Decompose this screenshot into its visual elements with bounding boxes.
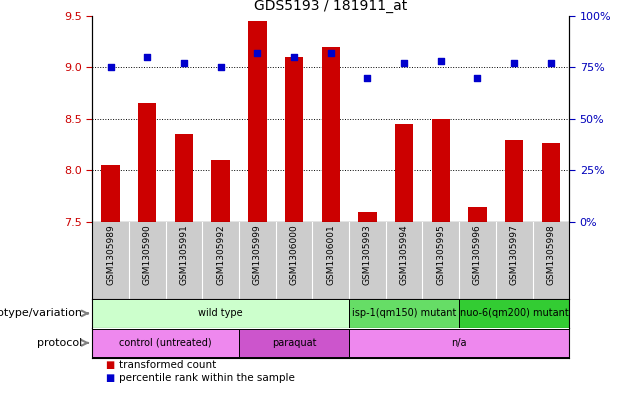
Text: GSM1305998: GSM1305998 (546, 224, 555, 285)
Point (252, 50, 263, 56)
Text: GSM1306000: GSM1306000 (289, 224, 298, 285)
Bar (459, 299, 569, 328)
Bar (542, 143, 560, 222)
Text: GSM1306001: GSM1306001 (326, 224, 335, 285)
Text: n/a: n/a (452, 338, 467, 348)
Text: GSM1305999: GSM1305999 (253, 224, 262, 285)
Bar (248, 21, 266, 222)
Bar (322, 47, 340, 222)
Bar (138, 103, 156, 222)
Text: nuo-6(qm200) mutant: nuo-6(qm200) mutant (460, 309, 569, 318)
Point (509, 60, 519, 66)
Text: protocol: protocol (38, 338, 83, 348)
Bar (358, 212, 377, 222)
Text: GSM1305993: GSM1305993 (363, 224, 372, 285)
Bar (212, 160, 230, 222)
Bar (285, 57, 303, 222)
Text: control (untreated): control (untreated) (120, 338, 212, 348)
Text: GSM1305990: GSM1305990 (142, 224, 152, 285)
Point (546, 60, 556, 66)
Text: genotype/variation: genotype/variation (0, 309, 83, 318)
Point (473, 74, 483, 81)
Text: GSM1305991: GSM1305991 (179, 224, 188, 285)
Title: GDS5193 / 181911_at: GDS5193 / 181911_at (254, 0, 407, 13)
Text: wild type: wild type (198, 309, 243, 318)
Point (216, 64, 226, 70)
Point (399, 60, 409, 66)
Point (179, 60, 189, 66)
Text: GSM1305989: GSM1305989 (106, 224, 115, 285)
Text: paraquat: paraquat (272, 338, 316, 348)
Bar (239, 329, 349, 357)
Bar (349, 329, 569, 357)
Bar (468, 207, 487, 222)
Bar (432, 119, 450, 222)
Point (142, 54, 153, 60)
Bar (101, 165, 120, 222)
Text: isp-1(qm150) mutant: isp-1(qm150) mutant (352, 309, 456, 318)
Text: GSM1305992: GSM1305992 (216, 224, 225, 285)
Point (436, 58, 446, 64)
Text: ■: ■ (105, 373, 114, 384)
Point (106, 64, 116, 70)
Bar (395, 124, 413, 222)
Point (326, 50, 336, 56)
Bar (349, 299, 459, 328)
Text: transformed count: transformed count (119, 360, 216, 371)
Text: GSM1305997: GSM1305997 (509, 224, 519, 285)
Bar (92, 299, 349, 328)
Text: percentile rank within the sample: percentile rank within the sample (119, 373, 295, 384)
Point (289, 54, 299, 60)
Bar (175, 134, 193, 222)
Text: ■: ■ (105, 360, 114, 371)
Text: GSM1305995: GSM1305995 (436, 224, 445, 285)
Text: GSM1305996: GSM1305996 (473, 224, 482, 285)
Point (363, 74, 373, 81)
Bar (92, 329, 239, 357)
Bar (505, 140, 523, 222)
Text: GSM1305994: GSM1305994 (399, 224, 408, 285)
